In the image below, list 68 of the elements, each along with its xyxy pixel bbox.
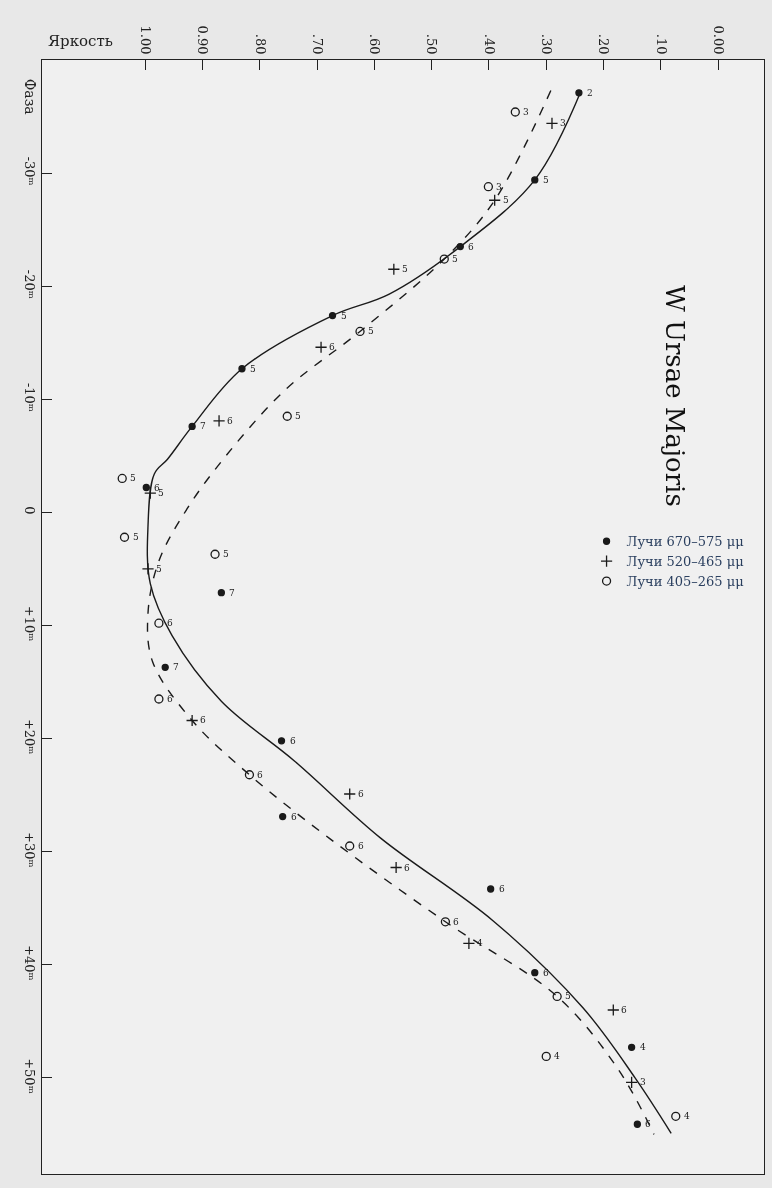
y-tick-label: +50ᵐ — [22, 1058, 38, 1094]
annotation: 5 — [368, 326, 374, 336]
annotation: 5 — [565, 991, 571, 1001]
annotation: 4 — [640, 1042, 646, 1052]
annotation: 6 — [227, 416, 233, 426]
annotation: 3 — [523, 107, 529, 117]
annotation: 6 — [499, 884, 505, 894]
annotation: 7 — [200, 421, 206, 431]
annotation: 6 — [257, 770, 263, 780]
x-tick-label: .60 — [367, 33, 383, 55]
annotation: 5 — [133, 532, 139, 542]
annotation: 3 — [640, 1077, 646, 1087]
annotation: 5 — [452, 254, 458, 264]
annotation: 6 — [167, 618, 173, 628]
annotation: 4 — [554, 1051, 560, 1061]
y-tick-label: +30ᵐ — [22, 832, 38, 868]
legend-label: Лучи 670–575 μμ — [626, 534, 744, 550]
annotation: 3 — [496, 182, 502, 192]
annotation: 6 — [358, 789, 364, 799]
annotation: 6 — [200, 715, 206, 725]
annotation: 6 — [329, 342, 335, 352]
annotation: 6 — [290, 736, 296, 746]
annotation: 5 — [158, 488, 164, 498]
annotation: 5 — [503, 195, 509, 205]
x-tick-label: 1.00 — [137, 25, 153, 55]
annotation: 4 — [684, 1111, 690, 1121]
x-axis-title: Яркость — [48, 32, 113, 50]
y-tick-label: +40ᵐ — [22, 945, 38, 981]
x-tick-label: .40 — [481, 33, 497, 55]
y-tick-label: -30ᵐ — [22, 156, 38, 186]
annotation: 5 — [250, 364, 256, 374]
annotation: 5 — [223, 549, 229, 559]
annotation: 3 — [560, 118, 566, 128]
annotation: 6 — [291, 812, 297, 822]
annotation: 6 — [358, 841, 364, 851]
y-tick-label: -20ᵐ — [22, 269, 38, 299]
annotation: 7 — [173, 662, 179, 672]
annotation: 6 — [404, 863, 410, 873]
annotation: 5 — [341, 311, 347, 321]
annotation: 6 — [645, 1119, 651, 1129]
y-axis-title: Фаза — [21, 78, 38, 115]
y-tick-label: 0 — [22, 506, 38, 515]
y-tick-label: -10ᵐ — [22, 382, 38, 412]
x-tick-label: 0.90 — [195, 25, 211, 55]
x-tick-label: .80 — [252, 33, 268, 55]
y-tick-label: +20ᵐ — [22, 718, 38, 755]
x-tick-label: 0.00 — [710, 25, 726, 55]
annotation: 6 — [453, 917, 459, 927]
x-tick-label: .50 — [424, 33, 440, 55]
y-tick-label: +10ᵐ — [22, 605, 38, 642]
x-tick-label: .10 — [653, 33, 669, 55]
annotation: 6 — [154, 483, 160, 493]
annotation: 2 — [587, 88, 593, 98]
annotation: 5 — [543, 175, 549, 185]
x-tick-label: .20 — [596, 33, 612, 55]
annotation: 5 — [130, 473, 136, 483]
legend-label: Лучи 405–265 μμ — [626, 574, 744, 590]
annotation: 6 — [621, 1005, 627, 1015]
annotation: 6 — [167, 694, 173, 704]
legend-label: Лучи 520–465 μμ — [626, 554, 744, 570]
annotation: 6 — [468, 242, 474, 252]
annotation: 5 — [402, 264, 408, 274]
text: W Ursae Majoris — [659, 285, 690, 507]
x-tick-label: .30 — [539, 33, 555, 55]
x-tick-label: .70 — [309, 33, 325, 55]
annotation: 5 — [295, 411, 301, 421]
annotation: 5 — [156, 564, 162, 574]
annotation: 7 — [229, 588, 235, 598]
